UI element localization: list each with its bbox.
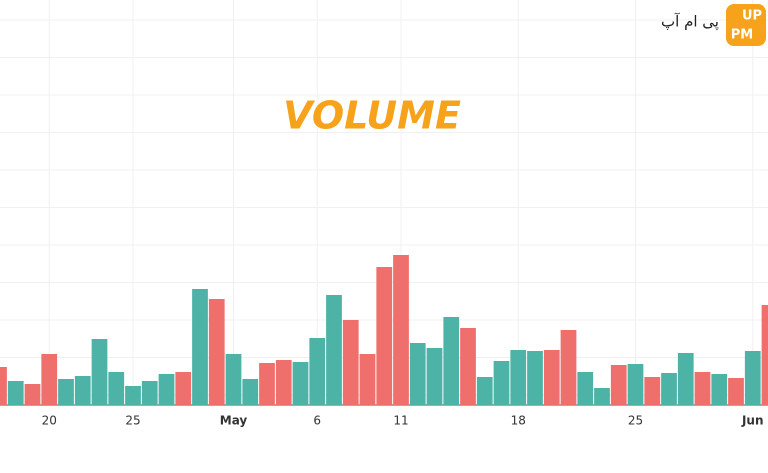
bar bbox=[443, 317, 460, 405]
bar bbox=[91, 339, 108, 405]
bar bbox=[41, 354, 58, 405]
bar bbox=[158, 374, 175, 405]
bar bbox=[7, 381, 24, 405]
x-tick-label: Jun bbox=[741, 414, 764, 428]
logo-badge-text: UP bbox=[742, 9, 762, 24]
bar bbox=[527, 351, 543, 405]
bar bbox=[58, 379, 74, 405]
bar bbox=[677, 353, 694, 405]
bar bbox=[359, 354, 376, 405]
bar bbox=[744, 351, 761, 405]
bar bbox=[225, 354, 242, 405]
bar bbox=[0, 367, 7, 405]
bar bbox=[493, 361, 510, 405]
bar bbox=[594, 388, 610, 405]
bar bbox=[644, 377, 661, 405]
logo: پی ام آپ UP PM bbox=[661, 4, 766, 46]
bar bbox=[476, 377, 493, 405]
bar bbox=[409, 343, 426, 405]
bar bbox=[175, 372, 192, 405]
chart-title: VOLUME bbox=[283, 94, 461, 138]
bar bbox=[326, 295, 342, 405]
bar bbox=[711, 374, 728, 405]
x-tick-label: 11 bbox=[393, 414, 408, 428]
logo-badge-text: PM bbox=[731, 28, 753, 43]
bar bbox=[661, 373, 677, 405]
x-tick-label: May bbox=[220, 414, 248, 428]
bar bbox=[309, 338, 326, 405]
x-tick-label: 25 bbox=[628, 414, 643, 428]
bar bbox=[108, 372, 125, 405]
bar bbox=[192, 289, 208, 405]
x-labels: 20 25 May 6 11 18 25 Jun bbox=[42, 414, 764, 428]
bar bbox=[543, 350, 560, 405]
bar bbox=[728, 378, 744, 405]
bar bbox=[342, 320, 359, 405]
x-tick-label: 18 bbox=[511, 414, 526, 428]
bar bbox=[125, 386, 141, 405]
bars bbox=[0, 255, 768, 405]
bar bbox=[259, 363, 275, 405]
bar bbox=[510, 350, 527, 405]
bar bbox=[577, 372, 594, 405]
bar bbox=[393, 255, 409, 405]
bar bbox=[376, 267, 393, 405]
bar bbox=[275, 360, 292, 405]
bar bbox=[24, 384, 41, 405]
bar bbox=[242, 379, 259, 405]
bar bbox=[761, 305, 768, 405]
x-tick-label: 6 bbox=[313, 414, 321, 428]
logo-badge bbox=[726, 4, 766, 46]
bar bbox=[460, 328, 476, 405]
x-tick-label: 25 bbox=[125, 414, 140, 428]
bar bbox=[610, 365, 627, 405]
bar bbox=[141, 381, 158, 405]
bar bbox=[560, 330, 577, 405]
x-tick-label: 20 bbox=[42, 414, 57, 428]
logo-text: پی ام آپ bbox=[661, 13, 719, 32]
bar bbox=[694, 372, 711, 405]
bar bbox=[74, 376, 91, 405]
bar bbox=[627, 364, 644, 405]
bar bbox=[208, 299, 225, 405]
bar bbox=[292, 362, 309, 405]
bar bbox=[426, 348, 443, 405]
